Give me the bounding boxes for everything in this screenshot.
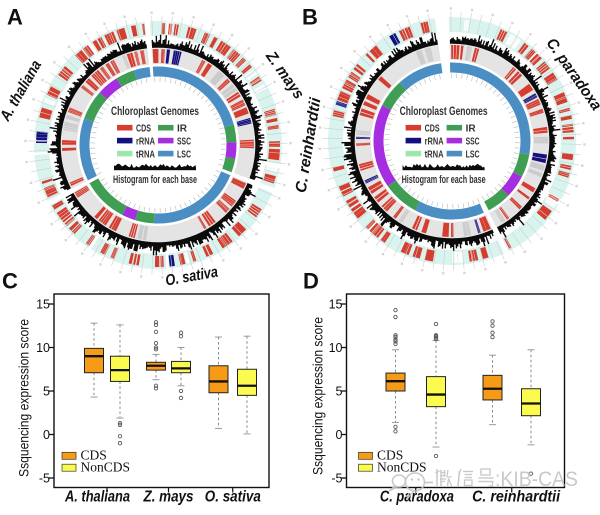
svg-text:0: 0 — [336, 428, 343, 442]
svg-text:10: 10 — [329, 341, 343, 355]
svg-text:A. thaliana: A. thaliana — [64, 489, 130, 506]
svg-text:LSC: LSC — [177, 148, 191, 160]
svg-text:D: D — [303, 269, 319, 294]
svg-text:CDS: CDS — [136, 123, 151, 135]
svg-text:A: A — [7, 5, 23, 30]
svg-text::KIB-CAS: :KIB-CAS — [495, 468, 578, 491]
svg-text:5: 5 — [336, 385, 343, 399]
svg-text:C. reinhardtii: C. reinhardtii — [472, 489, 561, 506]
svg-text:Chloroplast Genomes: Chloroplast Genomes — [111, 104, 199, 118]
svg-text:O. sativa: O. sativa — [205, 489, 261, 506]
svg-text:5: 5 — [43, 385, 50, 399]
svg-text:C: C — [2, 269, 18, 294]
svg-text:-5: -5 — [331, 472, 342, 486]
svg-text:-5: -5 — [39, 472, 50, 486]
svg-text:Ssquencing expression score: Ssquencing expression score — [16, 319, 32, 477]
svg-text:Histogram for each base: Histogram for each base — [113, 174, 197, 186]
svg-text:Ssquencing expression score: Ssquencing expression score — [310, 317, 326, 475]
svg-text:IR: IR — [177, 123, 187, 135]
svg-text:15: 15 — [36, 298, 50, 312]
svg-text:CDS: CDS — [425, 123, 440, 135]
svg-text:10: 10 — [36, 341, 50, 355]
svg-text:15: 15 — [329, 298, 343, 312]
svg-text:B: B — [302, 5, 318, 30]
svg-text:NonCDS: NonCDS — [377, 459, 427, 474]
svg-text:tRNA: tRNA — [425, 148, 444, 160]
svg-text:tRNA: tRNA — [136, 148, 155, 160]
svg-text:SSC: SSC — [466, 135, 480, 147]
svg-text:rRNA: rRNA — [425, 135, 444, 147]
svg-text:Chloroplast Genomes: Chloroplast Genomes — [400, 104, 488, 118]
svg-text:NonCDS: NonCDS — [81, 459, 131, 474]
svg-text:rRNA: rRNA — [136, 135, 155, 147]
svg-text:Z. mays: Z. mays — [143, 489, 194, 506]
svg-text:Histogram for each base: Histogram for each base — [402, 174, 486, 186]
svg-text:IR: IR — [466, 123, 476, 135]
svg-text:LSC: LSC — [466, 148, 480, 160]
svg-text:0: 0 — [43, 428, 50, 442]
svg-text:SSC: SSC — [177, 135, 191, 147]
